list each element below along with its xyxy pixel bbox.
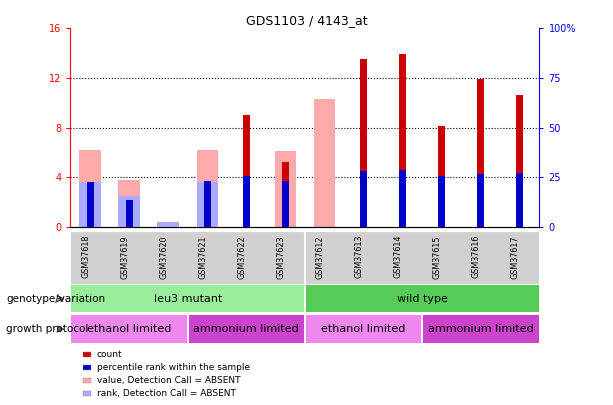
Text: ammonium limited: ammonium limited	[428, 324, 534, 334]
Bar	[516, 95, 524, 227]
Bar	[86, 182, 94, 227]
Text: GSM37616: GSM37616	[472, 235, 481, 278]
Bar	[243, 176, 250, 227]
Text: GSM37622: GSM37622	[237, 235, 246, 279]
Text: GSM37623: GSM37623	[276, 235, 286, 279]
Bar	[314, 99, 335, 227]
Bar	[360, 171, 367, 227]
Text: GSM37615: GSM37615	[433, 235, 442, 279]
Bar	[275, 151, 296, 227]
Bar	[204, 181, 211, 227]
Bar	[516, 173, 524, 227]
Text: ethanol limited: ethanol limited	[87, 324, 171, 334]
Bar	[478, 174, 484, 227]
Bar	[282, 162, 289, 227]
Bar	[118, 180, 140, 227]
Text: GSM37619: GSM37619	[120, 235, 129, 279]
Bar	[83, 390, 91, 396]
Bar	[126, 200, 132, 227]
Text: GSM37614: GSM37614	[394, 235, 403, 278]
Text: GSM37621: GSM37621	[198, 235, 207, 279]
Bar	[189, 315, 304, 343]
Bar	[306, 285, 539, 312]
Text: ethanol limited: ethanol limited	[321, 324, 406, 334]
Text: leu3 mutant: leu3 mutant	[153, 294, 222, 304]
Bar	[71, 285, 304, 312]
Text: wild type: wild type	[397, 294, 447, 304]
Text: value, Detection Call = ABSENT: value, Detection Call = ABSENT	[97, 376, 240, 385]
Text: GSM37613: GSM37613	[354, 235, 364, 278]
Bar	[83, 352, 91, 357]
Bar	[71, 315, 187, 343]
Text: GDS1103 / 4143_at: GDS1103 / 4143_at	[246, 14, 367, 27]
Text: GSM37612: GSM37612	[316, 235, 324, 279]
Text: GSM37618: GSM37618	[81, 235, 90, 278]
Bar	[197, 182, 218, 227]
Bar	[306, 315, 421, 343]
Bar	[282, 181, 289, 227]
Text: count: count	[97, 350, 123, 359]
Bar	[197, 150, 218, 227]
Bar	[79, 182, 101, 227]
Text: percentile rank within the sample: percentile rank within the sample	[97, 363, 250, 372]
Text: GSM37620: GSM37620	[159, 235, 168, 279]
Bar	[399, 170, 406, 227]
Text: rank, Detection Call = ABSENT: rank, Detection Call = ABSENT	[97, 389, 236, 398]
Bar	[478, 79, 484, 227]
Bar	[83, 377, 91, 383]
Bar	[158, 222, 179, 227]
Bar	[79, 150, 101, 227]
Bar	[423, 315, 539, 343]
Bar	[360, 60, 367, 227]
Text: genotype/variation: genotype/variation	[6, 294, 105, 304]
Text: ammonium limited: ammonium limited	[194, 324, 299, 334]
Bar	[399, 54, 406, 227]
Bar	[243, 115, 250, 227]
Bar	[118, 196, 140, 227]
Bar	[438, 176, 445, 227]
Text: GSM37617: GSM37617	[511, 235, 520, 279]
Bar	[83, 365, 91, 370]
Text: growth protocol: growth protocol	[6, 324, 88, 334]
Bar	[438, 126, 445, 227]
